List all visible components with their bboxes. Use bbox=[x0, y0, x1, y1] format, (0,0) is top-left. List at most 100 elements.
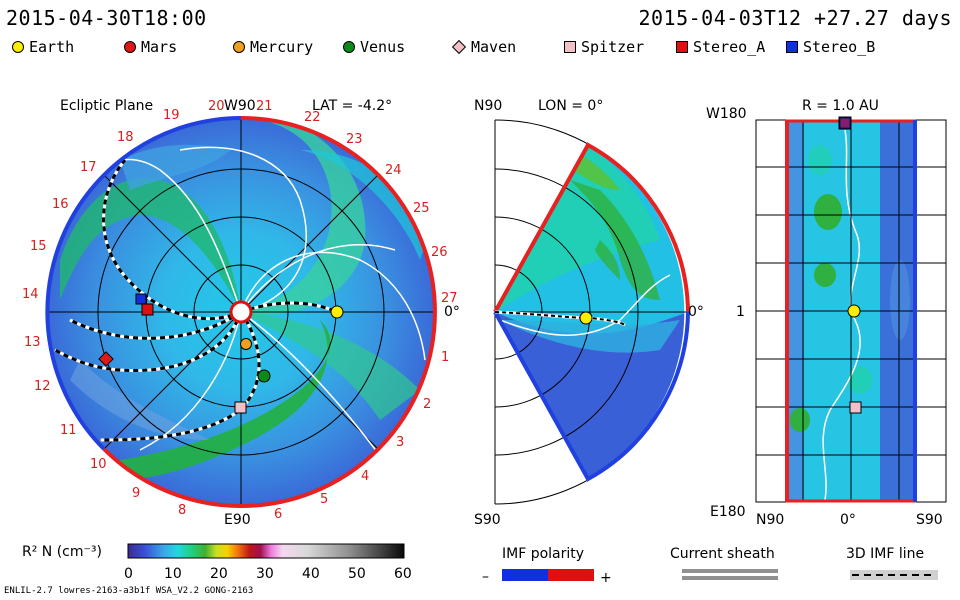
meridional-top-label: N90 bbox=[474, 98, 502, 114]
day-number-10: 10 bbox=[90, 457, 107, 472]
ecliptic-day-numbers: 1 2 3 4 5 6 8 9 10 11 12 13 14 15 16 17 … bbox=[22, 99, 458, 522]
meridional-earth-icon bbox=[579, 311, 593, 325]
meridional-polarity-arc-positive bbox=[493, 142, 690, 313]
day-number-11: 11 bbox=[60, 423, 77, 438]
colorbar-tick-40: 40 bbox=[302, 566, 320, 582]
legend-spitzer: Spitzer bbox=[564, 38, 644, 56]
meridional-bottom-label: S90 bbox=[474, 512, 501, 528]
colorbar-tick-50: 50 bbox=[348, 566, 366, 582]
imf-polarity-plus: + bbox=[600, 570, 612, 586]
radial-stereo-a-icon bbox=[839, 117, 851, 129]
mars-marker-icon bbox=[124, 41, 136, 53]
stereo-a-position-icon bbox=[141, 303, 154, 316]
meridional-right-label: 0° bbox=[688, 304, 704, 320]
day-number-24: 24 bbox=[385, 163, 402, 178]
body-legend: Earth Mars Mercury Venus Maven Spitzer S… bbox=[0, 38, 960, 60]
ecliptic-polarity-arc-positive bbox=[240, 116, 437, 508]
imf-polarity-title: IMF polarity bbox=[502, 546, 584, 562]
ecliptic-bottom-label: E90 bbox=[224, 512, 251, 528]
mercury-position-icon bbox=[240, 338, 252, 350]
day-number-12: 12 bbox=[34, 379, 51, 394]
ecliptic-right-label: 0° bbox=[444, 304, 460, 320]
day-number-4: 4 bbox=[361, 469, 369, 484]
imf-positive-swatch bbox=[548, 569, 594, 581]
day-number-16: 16 bbox=[52, 197, 69, 212]
imf-polarity-legend: IMF polarity – + bbox=[482, 546, 612, 586]
radial-mid-left-label: 1 bbox=[736, 304, 745, 320]
ecliptic-lat-label: LAT = -4.2° bbox=[312, 98, 392, 114]
day-number-13: 13 bbox=[24, 335, 41, 350]
radial-spitzer-icon bbox=[849, 401, 862, 414]
imf-negative-swatch bbox=[502, 569, 548, 581]
mercury-marker-icon bbox=[233, 41, 245, 53]
ecliptic-title: Ecliptic Plane bbox=[60, 98, 153, 114]
day-number-25: 25 bbox=[413, 201, 430, 216]
current-sheath-legend: Current sheath bbox=[670, 546, 778, 580]
day-number-27: 27 bbox=[441, 291, 458, 306]
colorbar-tick-10: 10 bbox=[164, 566, 182, 582]
stereo-b-marker-icon bbox=[786, 41, 798, 53]
day-number-9: 9 bbox=[132, 486, 140, 501]
day-number-2: 2 bbox=[423, 397, 431, 412]
imf-polarity-minus: – bbox=[482, 569, 489, 585]
day-number-21: 21 bbox=[256, 99, 273, 114]
day-number-23: 23 bbox=[346, 132, 363, 147]
day-number-15: 15 bbox=[30, 239, 47, 254]
earth-position-icon bbox=[330, 305, 344, 319]
legend-stereo-b: Stereo_B bbox=[786, 38, 875, 56]
day-number-1: 1 bbox=[441, 350, 449, 365]
radial-x-label-center: 0° bbox=[840, 512, 856, 528]
spitzer-position-icon bbox=[234, 401, 247, 414]
colorbar-scale bbox=[127, 543, 405, 559]
radial-panel: R = 1.0 AU W180 E180 1 N90 0° S90 bbox=[706, 98, 947, 528]
legend-mercury: Mercury bbox=[233, 38, 313, 56]
colorbar-tick-60: 60 bbox=[394, 566, 412, 582]
radial-x-label-south: S90 bbox=[916, 512, 943, 528]
day-number-19: 19 bbox=[163, 108, 180, 123]
run-time: 2015-04-30T18:00 bbox=[6, 6, 207, 30]
radial-x-label-north: N90 bbox=[756, 512, 784, 528]
model-footer: ENLIL-2.7 lowres-2163-a3b1f WSA_V2.2 GON… bbox=[4, 586, 254, 596]
legend-maven: Maven bbox=[451, 38, 516, 56]
density-colorbar: R² N (cm⁻³) 0 10 20 30 40 50 60 bbox=[22, 543, 412, 582]
meridional-polarity-arc-negative bbox=[493, 311, 690, 482]
radial-bottom-left-label: E180 bbox=[710, 504, 746, 520]
meridional-panel: N90 S90 LON = 0° 0° bbox=[474, 98, 704, 528]
colorbar-tick-20: 20 bbox=[210, 566, 228, 582]
radial-title: R = 1.0 AU bbox=[802, 98, 879, 114]
day-number-6: 6 bbox=[274, 507, 282, 522]
sun-marker-icon bbox=[229, 300, 253, 324]
radial-earth-icon bbox=[847, 304, 861, 318]
day-number-22: 22 bbox=[304, 110, 321, 125]
day-number-17: 17 bbox=[80, 160, 97, 175]
day-number-20: 20 bbox=[208, 99, 225, 114]
legend-venus: Venus bbox=[343, 38, 405, 56]
day-number-8: 8 bbox=[178, 503, 186, 518]
day-number-18: 18 bbox=[117, 130, 134, 145]
ecliptic-polarity-arc-negative bbox=[45, 116, 242, 451]
radial-top-left-label: W180 bbox=[706, 106, 747, 122]
imf-line-title: 3D IMF line bbox=[846, 546, 924, 562]
reference-time: 2015-04-03T12 +27.27 days bbox=[638, 6, 952, 30]
spitzer-marker-icon bbox=[564, 41, 576, 53]
venus-position-icon bbox=[257, 369, 271, 383]
imf-line-legend: 3D IMF line bbox=[846, 546, 938, 580]
ecliptic-panel: 1 2 3 4 5 6 8 9 10 11 12 13 14 15 16 17 … bbox=[22, 98, 460, 528]
earth-marker-icon bbox=[12, 41, 24, 53]
current-sheath-title: Current sheath bbox=[670, 546, 775, 562]
colorbar-tick-30: 30 bbox=[256, 566, 274, 582]
meridional-lon-label: LON = 0° bbox=[538, 98, 603, 114]
day-number-3: 3 bbox=[396, 435, 404, 450]
ecliptic-top-label: W90 bbox=[224, 98, 256, 114]
mars-position-icon bbox=[98, 351, 114, 367]
legend-stereo-a: Stereo_A bbox=[676, 38, 765, 56]
venus-marker-icon bbox=[343, 41, 355, 53]
day-number-26: 26 bbox=[431, 245, 448, 260]
day-number-14: 14 bbox=[22, 287, 39, 302]
stereo-b-position-icon bbox=[135, 293, 147, 305]
day-number-5: 5 bbox=[320, 492, 328, 507]
legend-mars: Mars bbox=[124, 38, 177, 56]
legend-earth: Earth bbox=[12, 38, 74, 56]
colorbar-title: R² N (cm⁻³) bbox=[22, 544, 102, 560]
